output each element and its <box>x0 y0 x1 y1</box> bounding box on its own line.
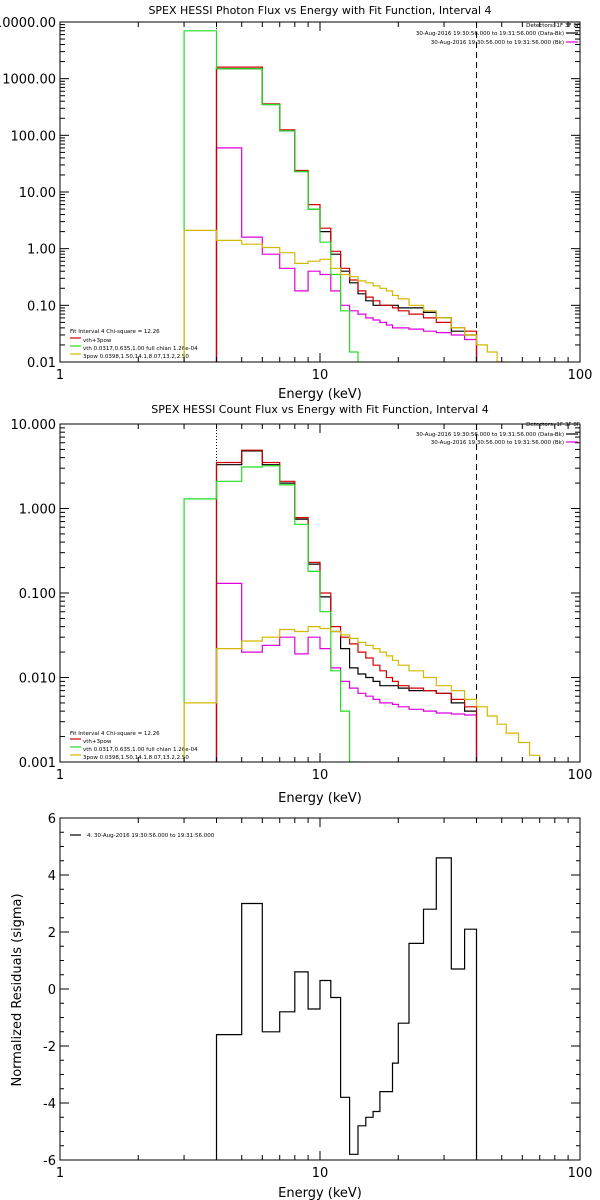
y-tick-label: 1000.00 <box>2 73 56 88</box>
panel2-legend-2: vth 0.0317,0.635,1.00 full chian 1.26e-0… <box>83 747 198 753</box>
y-tick-label: 0.010 <box>19 672 56 687</box>
panel2-xlabel: Energy (keV) <box>278 791 362 806</box>
panel3-ylabel: Normalized Residuals (sigma) <box>10 893 25 1086</box>
y-tick-label: 0.10 <box>27 299 56 314</box>
y-tick-label: 10000.00 <box>0 16 56 31</box>
y-tick-label: 0.100 <box>19 587 56 602</box>
y-tick-label: 0.001 <box>19 756 56 771</box>
x-tick-label: 100 <box>568 768 593 783</box>
panel2-header-3: 30-Aug-2016 19:30:56.000 to 19:31:56.000… <box>431 440 564 446</box>
panel1-title: SPEX HESSI Photon Flux vs Energy with Fi… <box>148 4 491 17</box>
panel1-header-2: 30-Aug-2016 19:30:56.000 to 19:31:56.000… <box>416 31 564 37</box>
y-tick-label: 100.00 <box>11 129 57 144</box>
y-tick-label: 2 <box>48 926 56 941</box>
y-tick-label: 6 <box>48 812 56 827</box>
panel1-legend-1: vth+3pow <box>83 338 112 344</box>
panel1-header-1: Detectors: 1F 3F 8F <box>526 23 580 29</box>
panel1-legend-3: 3pow 0.0398,1.50,14.1,8.07,13.2,2.50 <box>83 354 189 360</box>
panel2-legend-3: 3pow 0.0398,1.50,14.1,8.07,13.2,2.50 <box>83 755 189 761</box>
x-tick-label: 10 <box>312 368 329 383</box>
x-tick-label: 1 <box>56 1166 64 1181</box>
residuals-panel: Energy (keV) Normalized Residuals (sigma… <box>10 812 592 1200</box>
panel2-legend-0: Fit Interval 4 Chi-square = 12.26 <box>70 731 160 737</box>
y-tick-label: 1.000 <box>19 503 56 518</box>
series-4-30-aug-2016-19-30-56-000-to-19-31-56-000-step-line <box>215 857 478 1160</box>
y-tick-label: 1.00 <box>27 243 56 258</box>
x-tick-label: 10 <box>312 768 329 783</box>
y-tick-label: 10.000 <box>11 418 57 433</box>
panel3-xlabel: Energy (keV) <box>278 1186 362 1200</box>
plot-series-group-3 <box>215 857 478 1160</box>
panel1-legend-2: vth 0.0317,0.635,1.00 full chian 1.26e-0… <box>83 346 198 352</box>
x-tick-label: 100 <box>568 368 593 383</box>
panel2-header-1: Detectors: 1F 3F 8F <box>526 422 580 428</box>
count-flux-panel: SPEX HESSI Count Flux vs Energy with Fit… <box>11 403 593 806</box>
series-vth-step-line <box>183 30 359 362</box>
photon-flux-panel: SPEX HESSI Photon Flux vs Energy with Fi… <box>0 4 592 402</box>
y-tick-label: 10.00 <box>19 186 56 201</box>
y-tick-label: -4 <box>43 1097 56 1112</box>
y-tick-label: -2 <box>43 1040 56 1055</box>
panel1-legend-0: Fit Interval 4 Chi-square = 12.26 <box>70 329 160 335</box>
series-bk-step-line <box>215 582 478 762</box>
series-3pow-step-line <box>183 626 541 762</box>
x-tick-label: 100 <box>568 1166 593 1181</box>
y-tick-label: 4 <box>48 869 56 884</box>
plot-series-group-1 <box>183 22 507 362</box>
y-tick-label: 0.01 <box>27 356 56 371</box>
plot-series-group-2 <box>183 424 541 762</box>
series-bk-step-line <box>215 147 478 362</box>
series-vth-3pow-step-line <box>215 449 478 762</box>
series-data-bk-step-line <box>215 450 478 762</box>
y-tick-label: -6 <box>43 1154 56 1169</box>
panel2-legend-1: vth+3pow <box>83 739 112 745</box>
panel2-header-2: 30-Aug-2016 19:30:56.000 to 19:31:56.000… <box>416 432 564 438</box>
axes-frame <box>59 21 581 363</box>
series-3pow-step-line <box>183 229 507 362</box>
panel2-title: SPEX HESSI Count Flux vs Energy with Fit… <box>151 403 488 416</box>
series-vth-step-line <box>183 465 358 762</box>
x-tick-label: 1 <box>56 768 64 783</box>
panel3-legend-0: 4. 30-Aug-2016 19:30:56.000 to 19:31:56.… <box>87 833 215 839</box>
panel1-xlabel: Energy (keV) <box>278 387 362 402</box>
x-tick-label: 1 <box>56 368 64 383</box>
x-tick-label: 10 <box>312 1166 329 1181</box>
panel1-header-3: 30-Aug-2016 19:30:56.000 to 19:31:56.000… <box>431 40 564 46</box>
y-tick-label: 0 <box>48 983 56 998</box>
